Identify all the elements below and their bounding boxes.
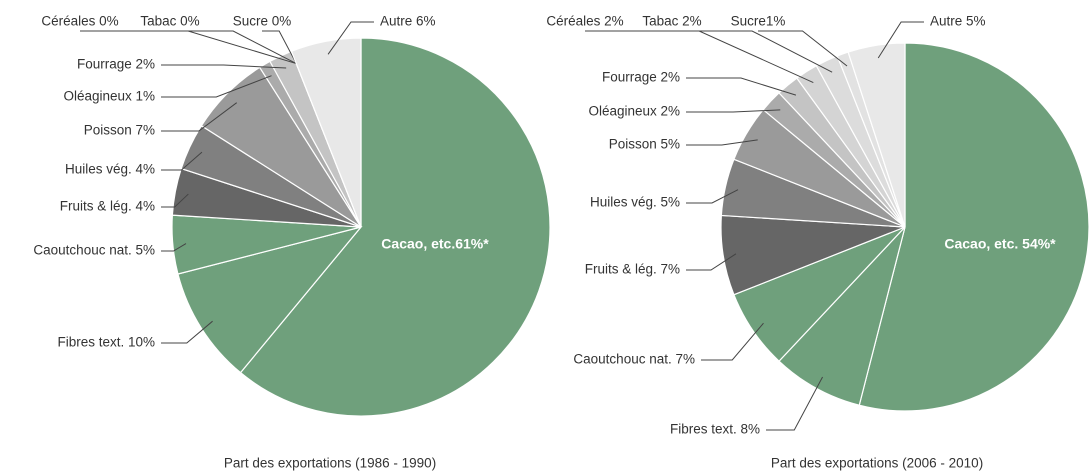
slice-label: Poisson 5% (609, 137, 680, 152)
slice-label: Autre 6% (380, 14, 436, 29)
slice-label: Sucre1% (731, 14, 786, 29)
leader-line (766, 376, 824, 431)
leader-line (161, 320, 213, 344)
chart-title: Part des exportations (1986 - 1990) (224, 456, 436, 471)
slice-label: Oléagineux 1% (63, 89, 155, 104)
pie-slice (847, 42, 906, 228)
leader-line (262, 30, 297, 64)
leader-line (686, 109, 781, 113)
leader-line (161, 193, 189, 208)
slice-label: Caoutchouc nat. 7% (573, 352, 695, 367)
slice-label: Poisson 7% (84, 123, 155, 138)
slice-label: Cacao, etc.61%* (381, 236, 489, 252)
leader-line (672, 30, 833, 73)
leader-line (327, 21, 374, 55)
leader-line (686, 77, 797, 96)
pie-slice (177, 225, 363, 374)
slice-label: Huiles vég. 4% (65, 162, 155, 177)
slice-label: Cacao, etc. 54%* (944, 236, 1056, 252)
slice-label: Fruits & lég. 7% (585, 262, 680, 277)
slice-label: Fruits & lég. 4% (60, 199, 155, 214)
leader-line (686, 253, 737, 271)
slice-label: Huiles vég. 5% (590, 195, 680, 210)
leader-line (758, 30, 848, 67)
slice-label: Fibres text. 8% (670, 422, 760, 437)
slice-label: Autre 5% (930, 14, 986, 29)
slice-label: Fourrage 2% (602, 70, 680, 85)
pie-slice (858, 42, 1089, 412)
leader-line (701, 322, 764, 361)
slice-label: Fibres text. 10% (57, 335, 155, 350)
leader-line (161, 75, 272, 98)
leader-line (170, 30, 297, 65)
slice-label: Tabac 0% (140, 14, 199, 29)
slice-label: Tabac 2% (642, 14, 701, 29)
leader-line (161, 151, 203, 171)
pie-slice (290, 37, 362, 228)
chart-title: Part des exportations (2006 - 2010) (771, 456, 983, 471)
slice-label: Fourrage 2% (77, 57, 155, 72)
leader-line (686, 189, 739, 204)
slice-label: Sucre 0% (233, 14, 292, 29)
slice-label: Céréales 2% (546, 14, 623, 29)
slice-label: Oléagineux 2% (588, 104, 680, 119)
slice-label: Caoutchouc nat. 5% (33, 243, 155, 258)
leader-line (686, 139, 758, 146)
slice-label: Céréales 0% (41, 14, 118, 29)
leader-line (161, 243, 187, 252)
pie-slice (239, 37, 551, 417)
leader-line (877, 21, 924, 59)
leader-line (161, 102, 238, 132)
leader-line (161, 64, 287, 69)
